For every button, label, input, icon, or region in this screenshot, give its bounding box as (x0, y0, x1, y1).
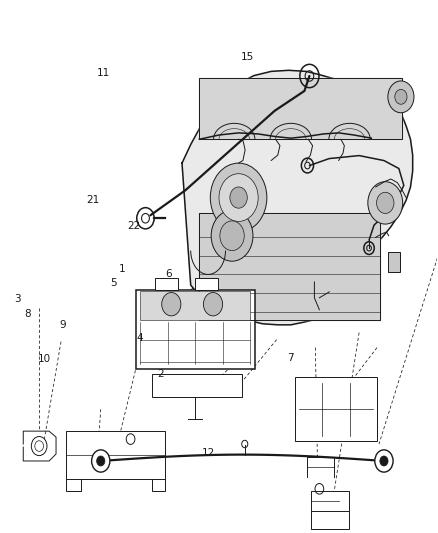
Text: 10: 10 (38, 354, 51, 364)
Text: 22: 22 (127, 221, 141, 231)
Bar (152, 375, 242, 397)
Text: 4: 4 (137, 333, 143, 343)
Circle shape (31, 437, 47, 456)
Circle shape (210, 163, 267, 232)
Text: 15: 15 (240, 52, 254, 62)
Circle shape (388, 81, 414, 113)
Circle shape (219, 174, 258, 221)
Bar (155, 278, 178, 290)
Text: 9: 9 (59, 320, 66, 330)
Bar (140, 292, 251, 320)
Text: 3: 3 (14, 294, 21, 304)
Circle shape (162, 293, 181, 316)
Circle shape (380, 456, 388, 466)
Text: 5: 5 (110, 278, 117, 288)
Circle shape (211, 211, 253, 261)
Circle shape (97, 456, 105, 466)
Bar (311, 511, 349, 529)
Circle shape (395, 90, 407, 104)
Text: 8: 8 (24, 309, 31, 319)
Text: 12: 12 (201, 448, 215, 458)
Text: 7: 7 (287, 353, 294, 362)
Polygon shape (199, 214, 380, 319)
Bar (195, 278, 218, 290)
Bar (294, 377, 377, 441)
Circle shape (368, 182, 403, 224)
Circle shape (375, 450, 393, 472)
Text: 11: 11 (97, 68, 110, 78)
Polygon shape (182, 70, 413, 325)
Circle shape (204, 293, 223, 316)
Circle shape (92, 450, 110, 472)
Circle shape (220, 221, 244, 251)
Bar (388, 252, 400, 272)
Text: 2: 2 (157, 369, 163, 379)
Circle shape (230, 187, 247, 208)
Text: 21: 21 (86, 195, 99, 205)
Circle shape (377, 192, 394, 214)
Bar (66, 431, 165, 479)
Text: 6: 6 (166, 270, 172, 279)
Text: 1: 1 (119, 264, 126, 274)
Bar (135, 290, 255, 369)
Polygon shape (199, 78, 402, 139)
